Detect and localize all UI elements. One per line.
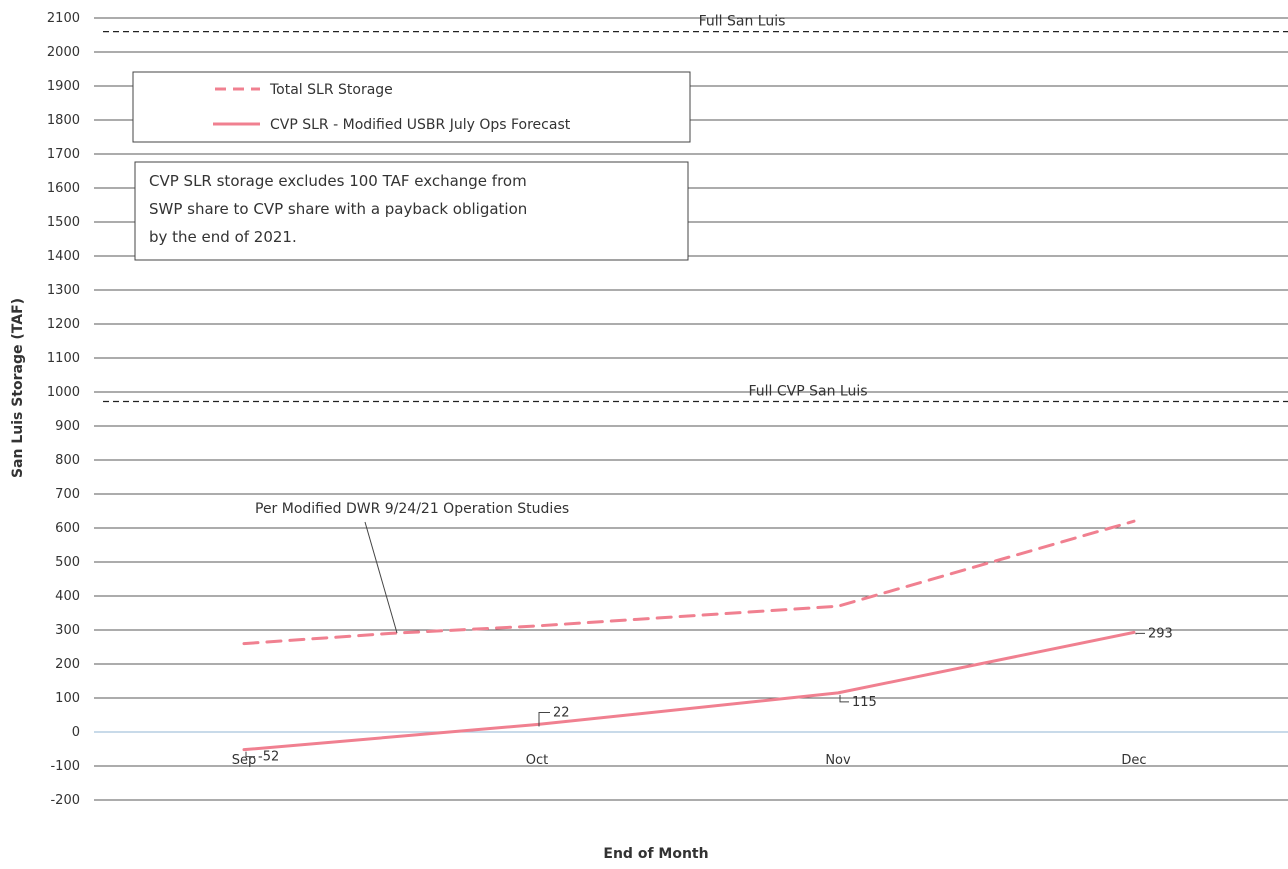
reference-line-label: Full CVP San Luis (748, 384, 867, 400)
y-tick-label: 100 (55, 691, 80, 706)
callout-leader (365, 522, 397, 633)
reference-line-label: Full San Luis (699, 14, 786, 30)
y-tick-label: -200 (50, 793, 80, 808)
y-tick-label: 1800 (47, 113, 80, 128)
y-tick-label: 900 (55, 419, 80, 434)
x-tick-label: Dec (1121, 753, 1146, 768)
y-tick-label: 2000 (47, 45, 80, 60)
series (244, 521, 1134, 750)
y-tick-label: 1600 (47, 181, 80, 196)
y-tick-label: 1500 (47, 215, 80, 230)
y-tick-label: 1300 (47, 283, 80, 298)
y-tick-label: 700 (55, 487, 80, 502)
callout-text: Per Modified DWR 9/24/21 Operation Studi… (255, 501, 569, 517)
y-tick-label: 600 (55, 521, 80, 536)
legend: Total SLR Storage CVP SLR - Modified USB… (133, 72, 690, 142)
x-axis-title: End of Month (603, 846, 708, 862)
y-tick-label: 1900 (47, 79, 80, 94)
data-label-leader (1136, 633, 1145, 634)
y-tick-label: -100 (50, 759, 80, 774)
data-label: -52 (258, 750, 279, 765)
y-tick-labels: 2100200019001800170016001500140013001200… (47, 11, 80, 808)
data-labels: -52 22 115 293 (246, 626, 1173, 764)
y-tick-label: 300 (55, 623, 80, 638)
y-axis-title: San Luis Storage (TAF) (10, 298, 26, 478)
legend-label-total-slr: Total SLR Storage (269, 82, 393, 98)
y-tick-label: 200 (55, 657, 80, 672)
data-label: 115 (852, 695, 877, 710)
y-tick-label: 1100 (47, 351, 80, 366)
y-tick-label: 0 (72, 725, 80, 740)
y-tick-label: 1400 (47, 249, 80, 264)
y-tick-label: 500 (55, 555, 80, 570)
y-tick-label: 400 (55, 589, 80, 604)
data-label: 293 (1148, 626, 1173, 641)
data-label-leader (840, 695, 849, 702)
y-tick-label: 1700 (47, 147, 80, 162)
legend-label-cvp-slr: CVP SLR - Modified USBR July Ops Forecas… (270, 117, 571, 133)
y-tick-label: 1200 (47, 317, 80, 332)
y-tick-label: 1000 (47, 385, 80, 400)
x-tick-label: Nov (825, 753, 851, 768)
x-tick-label: Oct (526, 753, 548, 768)
callout: Per Modified DWR 9/24/21 Operation Studi… (255, 501, 569, 633)
y-tick-label: 800 (55, 453, 80, 468)
note-box: CVP SLR storage excludes 100 TAF exchang… (135, 162, 688, 260)
data-label: 22 (553, 706, 570, 721)
x-tick-label: Sep (232, 753, 257, 768)
series-line-total-slr (244, 521, 1134, 643)
y-tick-label: 2100 (47, 11, 80, 26)
